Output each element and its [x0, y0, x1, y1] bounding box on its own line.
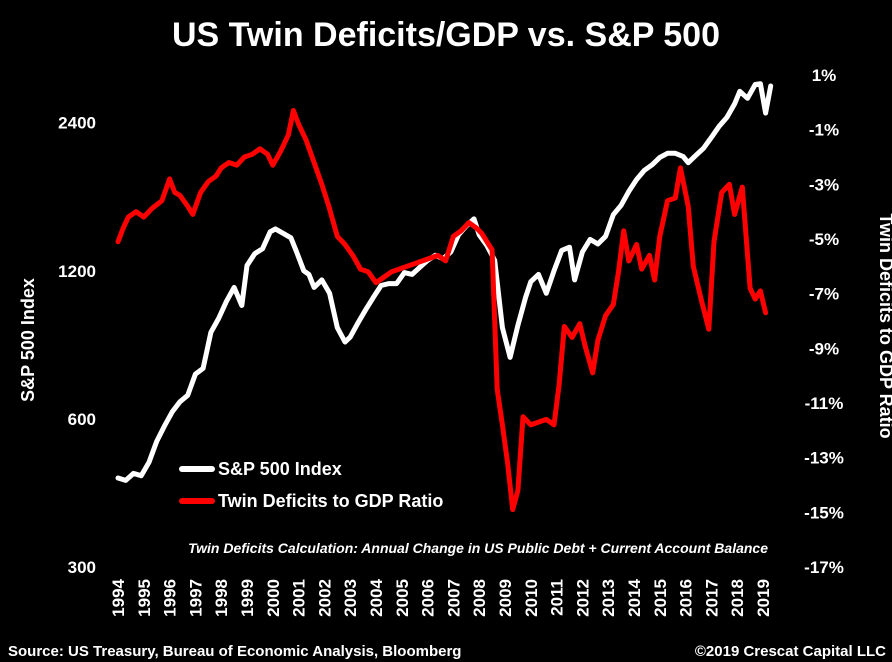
x-tick-label: 1994: [109, 578, 128, 616]
x-tick-label: 2001: [290, 579, 309, 617]
x-tick-label: 1998: [212, 579, 231, 617]
x-tick-label: 1995: [135, 579, 154, 617]
right-tick-label: -15%: [804, 503, 844, 522]
right-tick-label: -9%: [809, 339, 839, 358]
x-tick-label: 2010: [522, 579, 541, 617]
x-tick-label: 1997: [186, 579, 205, 617]
chart-title: US Twin Deficits/GDP vs. S&P 500: [172, 16, 720, 54]
x-tick-label: 2005: [393, 579, 412, 617]
left-tick-label: 1200: [58, 262, 96, 281]
x-tick-label: 2000: [264, 579, 283, 617]
x-tick-label: 2011: [548, 579, 567, 616]
chart-annotation: Twin Deficits Calculation: Annual Change…: [188, 540, 768, 556]
legend-label-sp500: S&P 500 Index: [218, 459, 342, 479]
x-tick-label: 2014: [625, 578, 644, 616]
x-tick-label: 2019: [754, 579, 773, 617]
x-tick-label: 2007: [444, 579, 463, 617]
x-tick-label: 2008: [470, 579, 489, 617]
left-tick-label: 2400: [58, 114, 96, 133]
legend-label-twin-deficits: Twin Deficits to GDP Ratio: [218, 491, 443, 511]
right-axis-ticks: 1% -1% -3% -5% -7% -9% -11% -13% -15% -17%: [804, 66, 844, 577]
right-tick-label: -3%: [809, 175, 839, 194]
left-axis-ticks: 300 600 1200 2400: [58, 114, 96, 577]
source-note: Source: US Treasury, Bureau of Economic …: [8, 643, 461, 660]
x-tick-label: 2003: [341, 579, 360, 617]
x-tick-label: 2006: [419, 579, 438, 617]
x-tick-label: 2004: [367, 578, 386, 616]
legend: S&P 500 Index Twin Deficits to GDP Ratio: [179, 459, 443, 511]
x-tick-label: 2013: [599, 579, 618, 617]
x-axis-ticks: 1994 1995 1996 1997 1998 1999 2000 2001 2002 2003…: [109, 578, 773, 616]
twin-deficits-line: [115, 108, 769, 513]
right-tick-label: -7%: [809, 285, 839, 304]
right-tick-label: 1%: [812, 66, 837, 85]
right-tick-label: -5%: [809, 230, 839, 249]
right-tick-label: -1%: [809, 121, 839, 140]
left-axis-title: S&P 500 Index: [18, 278, 38, 402]
x-tick-label: 2009: [496, 579, 515, 617]
right-tick-label: -11%: [805, 394, 844, 413]
series-layer: [115, 81, 774, 513]
left-tick-label: 300: [68, 558, 96, 577]
right-tick-label: -17%: [804, 558, 844, 577]
x-tick-label: 1999: [238, 579, 257, 617]
x-tick-label: 2002: [315, 579, 334, 617]
x-tick-label: 1996: [161, 579, 180, 617]
x-tick-label: 2017: [702, 579, 721, 617]
x-tick-label: 2015: [651, 579, 670, 617]
x-tick-label: 2016: [677, 579, 696, 617]
left-tick-label: 600: [68, 410, 96, 429]
copyright-note: ©2019 Crescat Capital LLC: [695, 643, 886, 660]
x-tick-label: 2012: [573, 579, 592, 617]
right-tick-label: -13%: [804, 449, 844, 468]
right-axis-title: Twin Deficits to GDP Ratio: [876, 213, 892, 438]
x-tick-label: 2018: [728, 579, 747, 617]
